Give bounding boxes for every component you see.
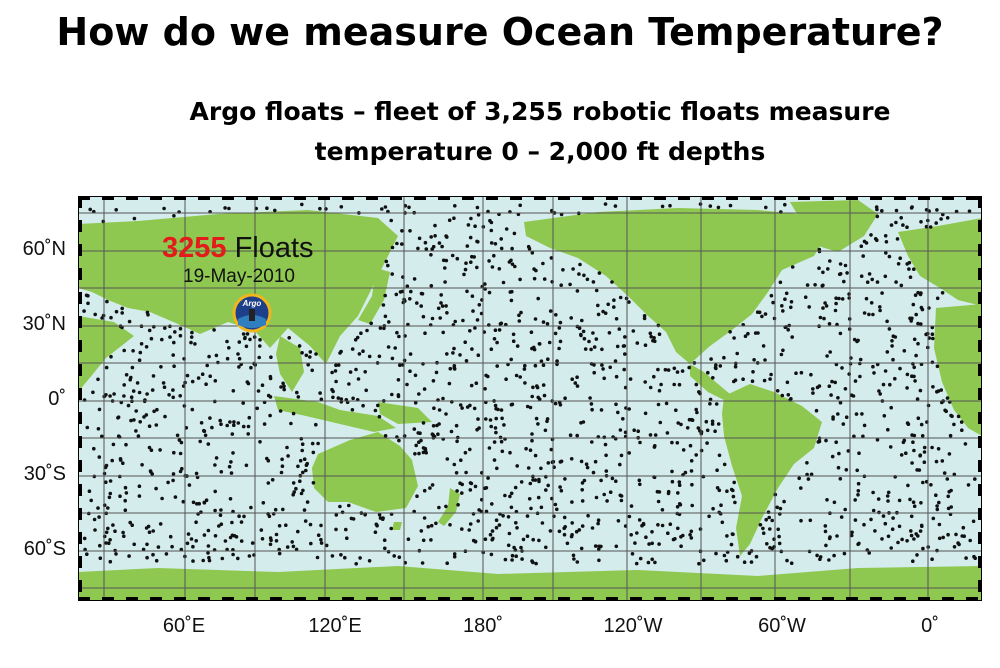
lat-label-30s: 30˚S <box>23 463 66 485</box>
japan <box>358 268 390 324</box>
svg-text:Argo: Argo <box>242 299 262 308</box>
map-grid <box>78 196 982 601</box>
lon-label-60e: 60˚E <box>162 615 206 637</box>
argo-logo: Argo <box>232 293 272 333</box>
lat-label-equator: 0˚ <box>48 388 66 410</box>
indonesia <box>274 396 396 432</box>
lat-label-60s: 60˚S <box>23 538 66 560</box>
lon-label-120w: 120˚W <box>603 615 663 637</box>
lon-label-120e: 120˚E <box>308 615 362 637</box>
new-guinea <box>378 402 432 424</box>
new-zealand <box>438 488 460 526</box>
slide-title: How do we measure Ocean Temperature? <box>56 10 944 54</box>
map-frame <box>78 196 982 601</box>
lat-label-60n: 60˚N <box>22 238 66 260</box>
float-dots <box>82 202 977 566</box>
float-count-suffix: Floats <box>234 232 314 264</box>
antarctica <box>78 566 982 601</box>
float-count-label: 3255 Floats <box>162 232 314 265</box>
subtitle-line-1: Argo floats – fleet of 3,255 robotic flo… <box>189 97 891 126</box>
slide-subtitle: Argo floats – fleet of 3,255 robotic flo… <box>130 92 950 172</box>
lat-label-30n: 30˚N <box>22 313 66 335</box>
tasmania <box>392 522 402 530</box>
argo-float-map <box>78 196 982 601</box>
europe <box>898 218 982 306</box>
float-date-label: 19-May-2010 <box>183 266 295 287</box>
africa <box>934 304 982 436</box>
lon-label-180: 180˚ <box>462 615 504 637</box>
horn-of-africa <box>78 316 134 392</box>
australia <box>312 432 418 512</box>
se-asia <box>276 336 304 392</box>
subtitle-line-2: temperature 0 – 2,000 ft depths <box>314 137 766 166</box>
float-count-number: 3255 <box>162 232 227 264</box>
lon-label-60w: 60˚W <box>758 615 806 637</box>
lon-label-0: 0˚ <box>921 615 939 637</box>
north-america <box>524 208 826 364</box>
central-america <box>690 364 730 400</box>
